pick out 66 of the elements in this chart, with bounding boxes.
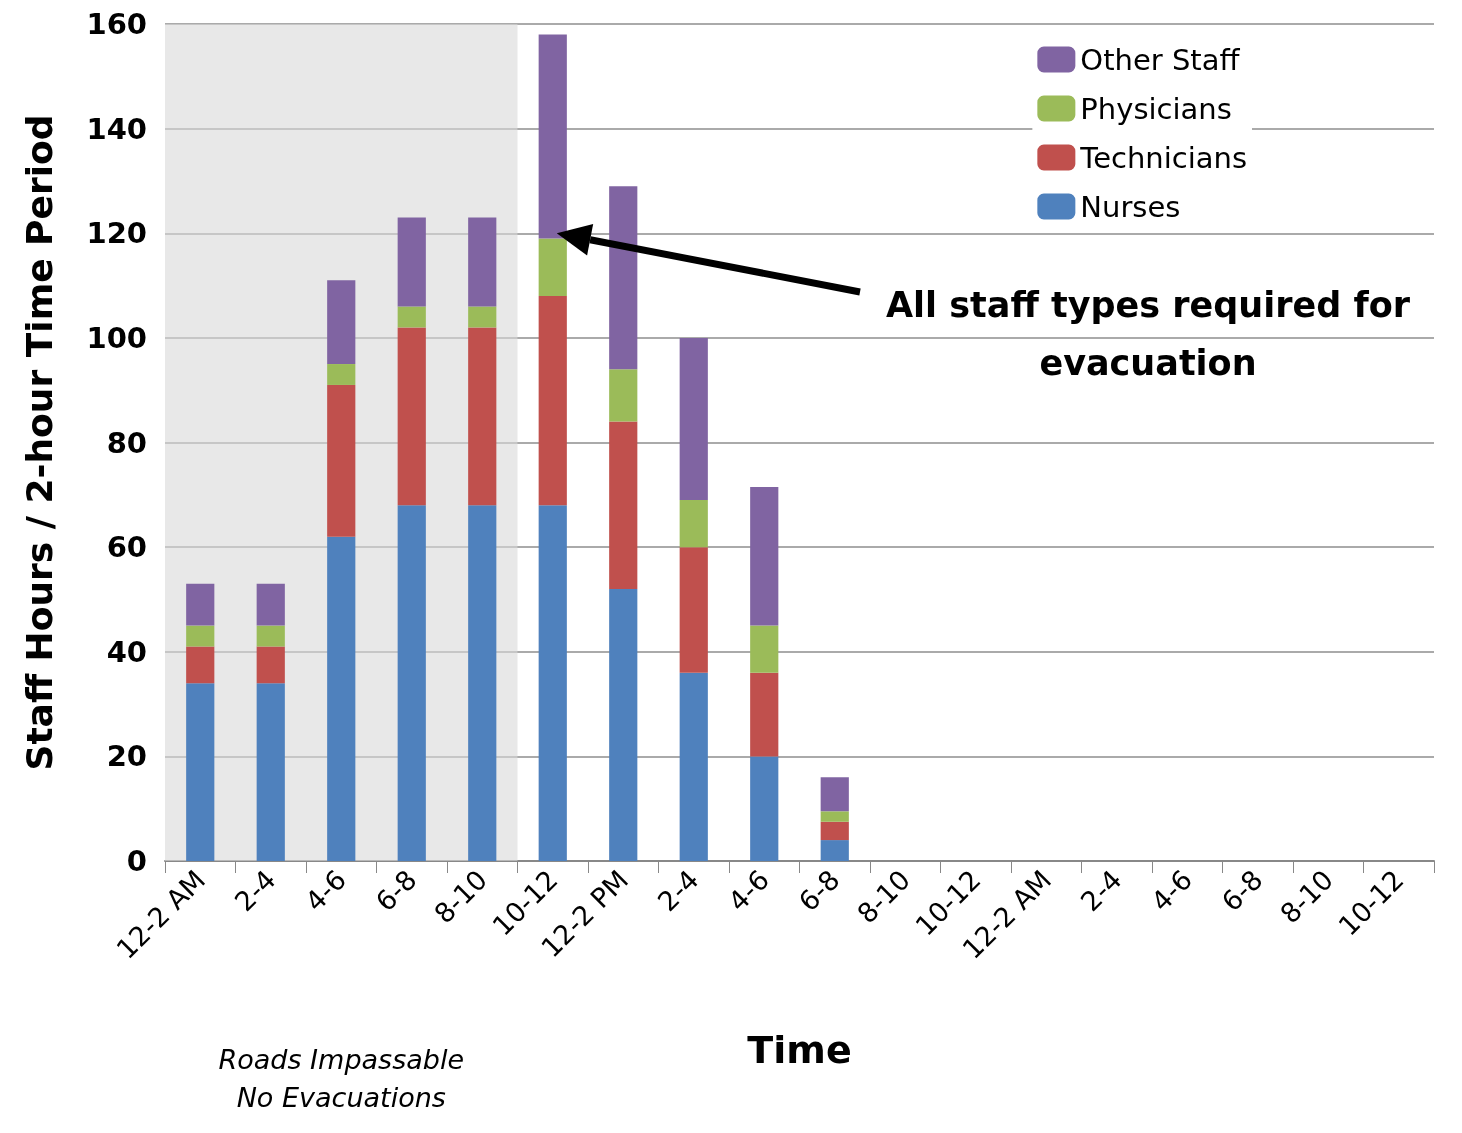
bar [397,505,426,861]
bar [538,505,567,861]
y-tick-label: 60 [106,530,147,565]
bar [397,327,426,506]
bar [679,337,708,501]
text: Roads Impassable No Evacuations [218,1043,464,1113]
bar [186,583,215,626]
legend-label: Technicians [1079,140,1248,175]
x-tick-label: 2-4 [228,864,282,918]
bar [679,547,708,673]
bar [468,217,497,307]
x-tick-label: 6-8 [369,864,423,918]
x-tick-label: 6-8 [1215,864,1269,918]
x-tick-label: 4-6 [722,864,776,918]
y-tick-label: 20 [106,739,147,774]
bar [397,306,426,328]
legend-label: Physicians [1080,91,1232,126]
bar [538,296,567,506]
bar [327,364,356,385]
bar [820,821,849,841]
bar [397,217,426,307]
y-tick-label: 120 [86,216,147,251]
bar [538,34,567,239]
bar [820,811,849,822]
bar [327,384,356,537]
bar [679,672,708,861]
bar [256,646,285,684]
bar [750,672,779,757]
bar [186,625,215,647]
bar [750,756,779,861]
bar [750,486,779,626]
bar [468,505,497,861]
bar [679,500,708,548]
bar [256,683,285,861]
x-tick-label: 2-4 [651,864,705,918]
bar [186,683,215,861]
legend-label: Nurses [1080,189,1181,224]
annotation: All staff types required for evacuation [885,285,1411,383]
y-tick-label: 80 [106,425,147,460]
x-tick-label: 4-6 [1145,864,1199,918]
x-tick-label: 2-4 [1074,864,1128,918]
y-axis-title: Staff Hours / 2-hour Time Period [18,114,60,771]
x-tick-label: 4-6 [299,864,353,918]
x-axis-title: Time [747,1028,852,1072]
bar [609,588,638,861]
bar [256,625,285,647]
legend-label: Other Staff [1080,42,1241,77]
bar [186,646,215,684]
bar [609,186,638,370]
y-tick-label: 160 [86,7,147,41]
bar [327,280,356,365]
y-tick-label: 140 [86,111,147,146]
bar [468,306,497,328]
y-tick-label: 40 [106,634,147,669]
bar [256,583,285,626]
x-tick-label: 6-8 [792,864,846,918]
y-tick-label: 0 [126,844,147,878]
bar [609,421,638,589]
bar [609,369,638,422]
bar [820,777,849,812]
y-tick-label: 100 [86,320,147,355]
bar [327,536,356,861]
bar [820,840,849,861]
bar [538,238,567,297]
bar [750,625,779,673]
bar [468,327,497,506]
